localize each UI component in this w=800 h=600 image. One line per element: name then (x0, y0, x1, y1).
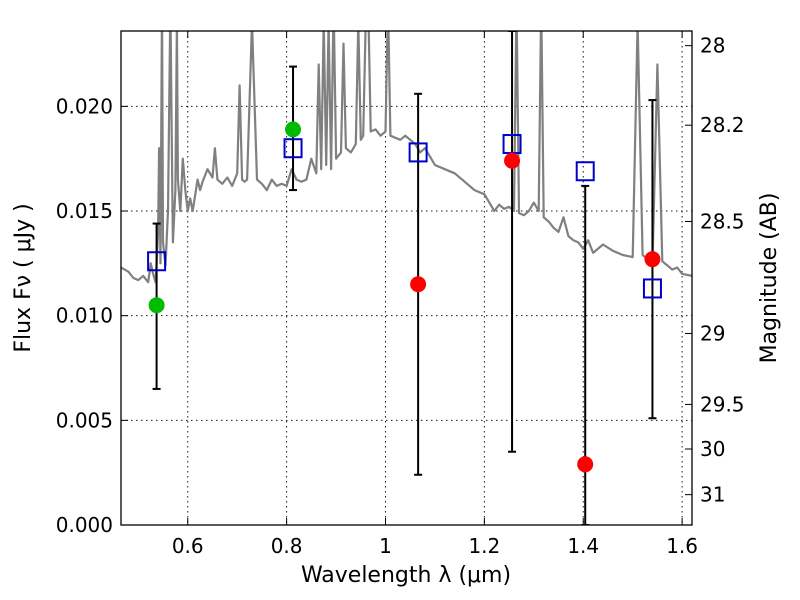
y-tick-label: 0.020 (56, 94, 113, 118)
grid-lines (121, 31, 692, 525)
y-tick-label: 0.000 (56, 513, 113, 537)
detection-marker (148, 297, 165, 314)
plot-background (121, 31, 692, 525)
axis-ticks: 0.6 0.8 1 1.2 1.4 1.6 0.000 0.005 0.010 0.015 0.02… (56, 31, 745, 558)
model-square-marker (147, 251, 167, 272)
magnitude-tick-label: 28 (700, 34, 725, 58)
y-tick-label: 0.005 (56, 408, 113, 432)
nondetection-marker (504, 152, 521, 169)
magnitude-tick-label: 29 (700, 321, 725, 345)
nondetection-marker (644, 251, 661, 268)
plot-frame (120, 30, 693, 526)
magnitude-tick-label: 28.5 (700, 209, 745, 233)
model-square-marker (575, 161, 595, 182)
magnitude-tick-label: 31 (700, 483, 725, 507)
model-square-marker (408, 142, 428, 163)
magnitude-tick-label: 28.2 (700, 113, 745, 137)
x-tick-label: 1 (379, 534, 392, 558)
marker-layer (147, 121, 662, 473)
y2-axis-label: Magnitude (AB) (757, 193, 782, 364)
sed-spectrum-line (121, 31, 692, 284)
x-tick-label: 0.8 (271, 534, 303, 558)
x-tick-label: 1.6 (666, 534, 698, 558)
y-tick-label: 0.015 (56, 199, 113, 223)
magnitude-tick-label: 29.5 (700, 392, 745, 416)
nondetection-marker (410, 276, 427, 293)
x-tick-label: 1.4 (567, 534, 599, 558)
y-axis-label: Flux Fν ( μJy ) (11, 203, 36, 352)
nondetection-marker (577, 456, 594, 473)
model-square-marker (642, 278, 662, 299)
model-square-marker (283, 138, 303, 159)
x-axis-label: Wavelength λ (μm) (301, 563, 511, 588)
spectrum-layer (121, 31, 692, 284)
x-tick-label: 1.2 (468, 534, 500, 558)
x-tick-label: 0.6 (172, 534, 204, 558)
y-tick-label: 0.010 (56, 304, 113, 328)
detection-marker (285, 121, 302, 138)
magnitude-tick-label: 30 (700, 437, 725, 461)
